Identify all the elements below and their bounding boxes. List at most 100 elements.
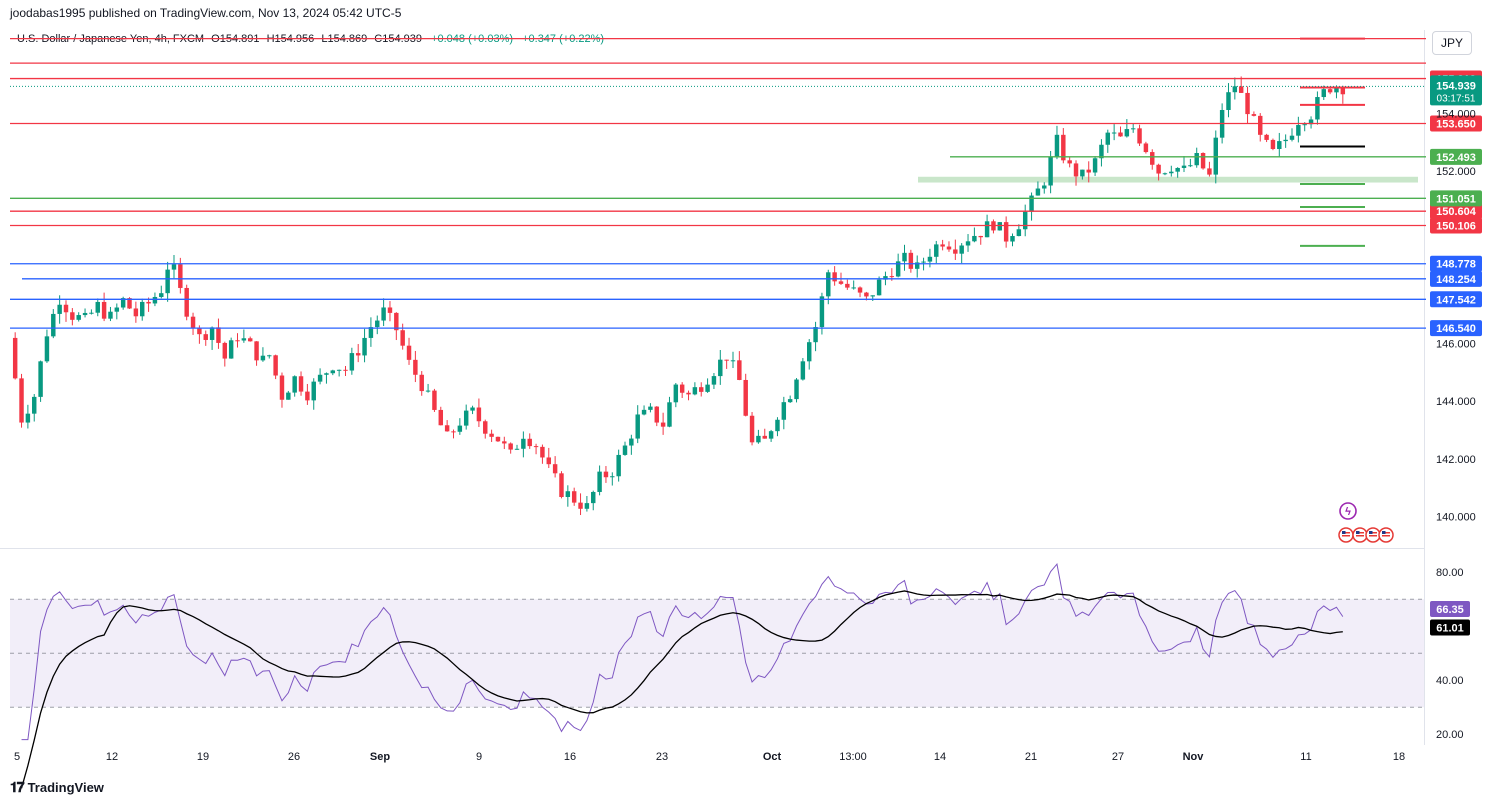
countdown-label: 03:17:51 [1437,93,1476,104]
level-label: 148.778 [1436,259,1476,271]
x-tick-label: 26 [288,751,300,763]
candle-body [832,272,837,282]
rsi-layer [20,562,1344,789]
candle-body [1099,144,1104,159]
candle-body [222,342,228,359]
candle-body [19,378,24,423]
x-tick-label: 12 [106,751,118,763]
candle-body [114,307,120,312]
candle-body [394,312,399,331]
candle-body [25,413,31,423]
flag-stripe [1369,535,1377,537]
candle-body [781,402,787,420]
candle-body [794,379,799,400]
resistance-label-box [1430,115,1482,132]
candle-body [451,431,456,433]
icons-layer[interactable]: ϟ [1338,502,1394,543]
candle-body [749,415,755,443]
candle-body [216,327,221,343]
candle-body [1289,135,1295,140]
x-tick-label: 23 [656,751,668,763]
candle-body [1200,153,1206,169]
candle-body [483,421,488,434]
candle-body [908,252,914,269]
candle-body [1308,119,1314,125]
candle-body [914,262,920,269]
candle-body [927,256,933,262]
candle-body [1003,222,1009,242]
candle-body [641,409,647,415]
candle-body [101,301,107,319]
candle-body [57,304,62,314]
candle-body [444,425,450,432]
candle-body [1156,164,1161,174]
candle-body [768,431,774,439]
candle-body [76,315,81,320]
flag-stripe [1369,532,1377,534]
candle-body [1092,158,1098,173]
candle-body [432,390,437,410]
candle-body [190,316,196,329]
candle-body [1111,132,1117,134]
support-label: 151.051 [1436,193,1476,205]
level-label: 146.540 [1436,323,1476,335]
resistance-label-box [1430,203,1482,220]
candle-body [349,353,355,371]
candle-body [540,446,545,458]
candle-body [705,384,710,392]
price-tick-label: 144.000 [1436,396,1476,408]
grid-layer [0,30,1425,745]
level-label-box [1430,255,1482,272]
candle-body [292,376,297,393]
candle-body [1118,132,1123,137]
flag-stripe [1356,532,1364,534]
candle-body [362,337,367,356]
candles-layer [12,76,1346,516]
flag-stripe [1342,535,1350,537]
zone-layer [918,176,1418,183]
candle-body [673,384,679,403]
candle-body [1296,125,1301,136]
candle-body [1130,128,1136,130]
x-tick-label: 11 [1300,751,1311,763]
candle-body [1251,114,1257,116]
price-tick-label: 154.000 [1436,108,1476,120]
candle-body [133,308,139,317]
candle-body [1283,139,1288,142]
candle-body [883,276,888,280]
rsi-band-layer [10,598,1424,708]
support-label-box [1430,148,1482,165]
candle-body [1340,88,1346,95]
flag-canton [1369,531,1373,534]
candle-body [972,235,977,242]
candle-body [1245,92,1250,115]
labels-layer: 155.213153.650150.604150.106152.493151.0… [1430,70,1482,741]
candle-body [95,301,100,313]
rsi-value-label: 66.35 [1436,604,1464,616]
candle-body [610,476,615,478]
candle-body [597,471,602,492]
candle-body [470,407,475,411]
candle-body [1207,168,1212,175]
candle-body [1302,124,1307,126]
x-tick-label: 5 [14,751,20,763]
candle-body [1016,229,1022,237]
candle-body [838,281,844,284]
candle-body [235,340,240,342]
candle-body [724,359,729,361]
candle-body [807,342,812,362]
candle-body [51,313,56,337]
candle-body [959,245,964,254]
candle-body [70,312,75,320]
candle-body [616,454,621,477]
candle-body [1226,92,1231,110]
candle-body [438,409,444,426]
candle-body [178,264,183,288]
candle-body [152,296,158,304]
candle-body [1264,134,1269,140]
candle-body [311,381,316,401]
candle-body [902,252,907,262]
currency-button[interactable]: JPY [1432,31,1472,55]
candle-body [1061,134,1066,161]
